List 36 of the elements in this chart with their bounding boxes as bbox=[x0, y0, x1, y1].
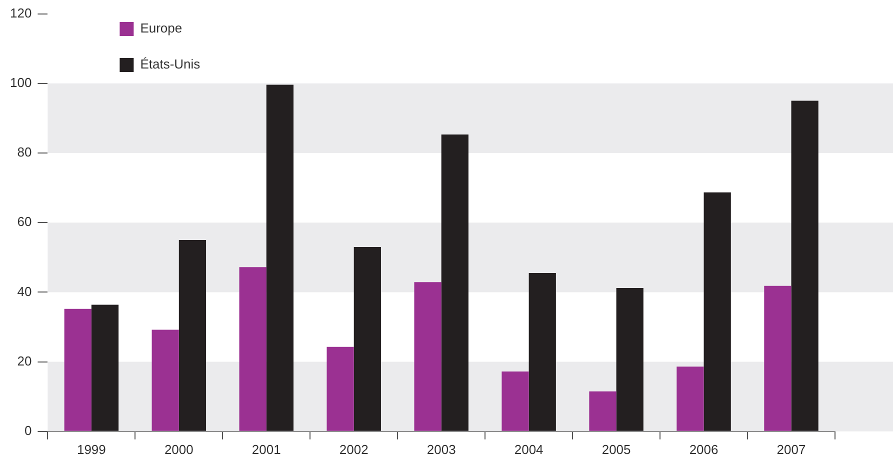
bar bbox=[589, 391, 616, 431]
x-tick-label: 2002 bbox=[339, 442, 368, 457]
bar bbox=[152, 330, 179, 431]
bar bbox=[704, 192, 731, 431]
bar bbox=[441, 134, 468, 431]
y-tick-label: 120 bbox=[10, 5, 32, 20]
y-tick-label: 100 bbox=[10, 74, 32, 90]
bar bbox=[502, 372, 529, 431]
x-tick-label: 2005 bbox=[602, 442, 631, 457]
bar bbox=[528, 273, 556, 431]
bar bbox=[239, 267, 266, 431]
bar bbox=[266, 84, 294, 431]
y-tick-label: 40 bbox=[17, 284, 32, 299]
x-tick-label: 2006 bbox=[689, 442, 718, 457]
bar bbox=[178, 240, 206, 431]
x-tick-label: 2003 bbox=[426, 442, 456, 457]
legend-label: États-Unis bbox=[140, 56, 201, 72]
x-tick-label: 2007 bbox=[776, 442, 806, 457]
x-tick-label: 2004 bbox=[514, 442, 544, 457]
bar bbox=[616, 288, 644, 431]
bar bbox=[326, 346, 354, 431]
y-tick-label: 0 bbox=[24, 422, 32, 438]
y-tick-label: 80 bbox=[17, 144, 32, 160]
bar bbox=[354, 246, 381, 431]
legend-label: Europe bbox=[140, 20, 182, 36]
x-tick-label: 1999 bbox=[76, 442, 106, 457]
bar bbox=[91, 304, 119, 431]
bar bbox=[764, 286, 792, 431]
bar bbox=[64, 308, 92, 431]
x-tick-label: 2000 bbox=[164, 442, 194, 457]
bar bbox=[414, 282, 442, 431]
y-tick-label: 60 bbox=[17, 214, 32, 230]
bar bbox=[676, 366, 704, 431]
x-tick-label: 2001 bbox=[252, 442, 281, 457]
y-tick-label: 20 bbox=[17, 353, 32, 368]
bar bbox=[791, 100, 818, 431]
